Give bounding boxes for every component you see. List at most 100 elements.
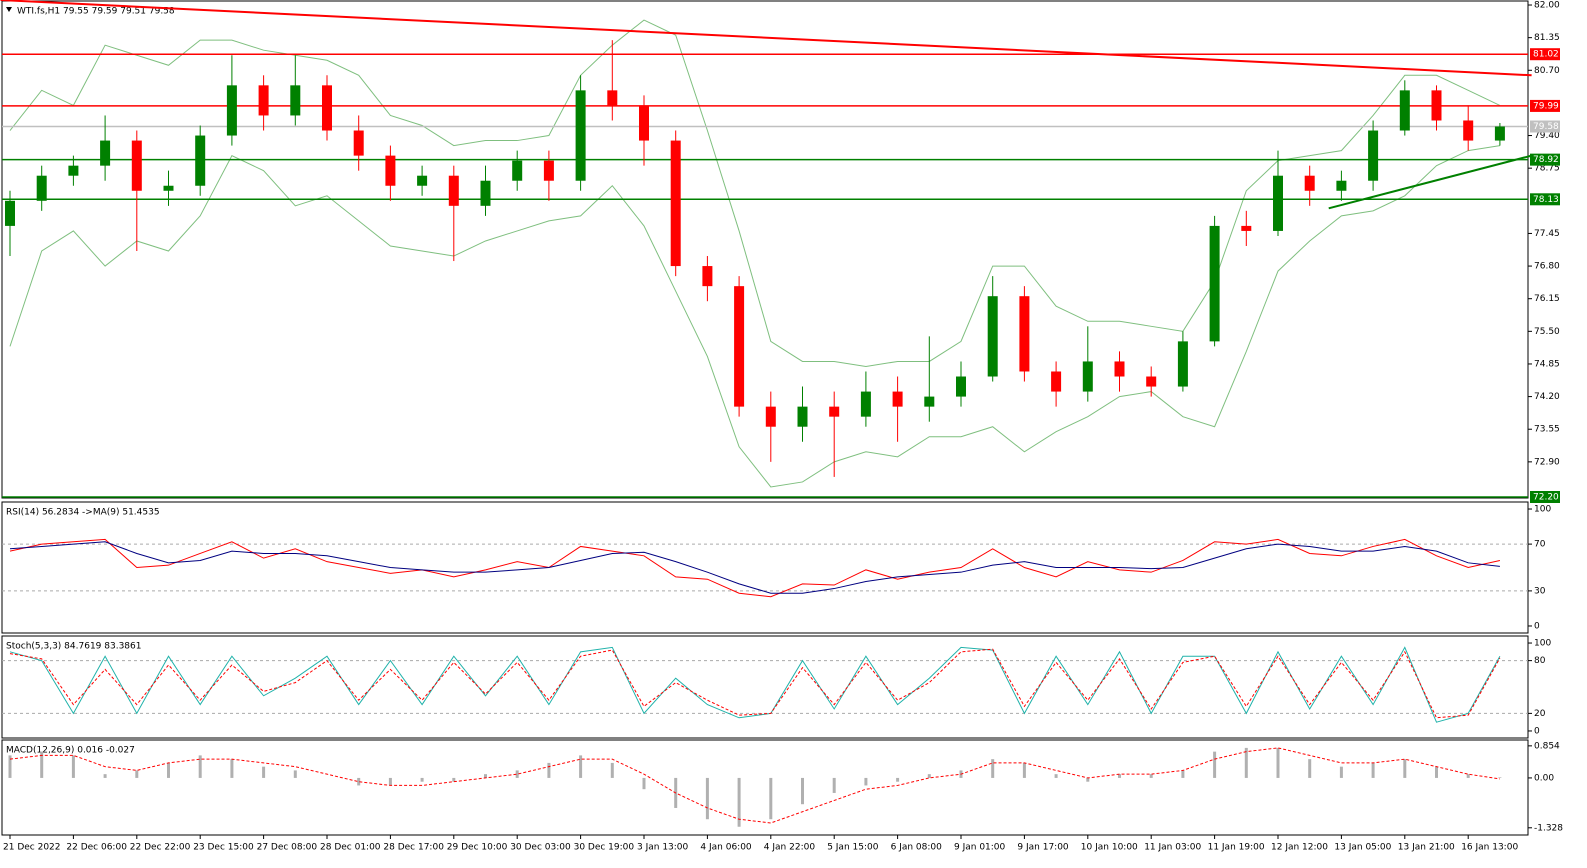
histogram-bar bbox=[610, 762, 614, 778]
histogram-bar bbox=[135, 770, 139, 778]
candle-body bbox=[322, 85, 332, 131]
histogram-bar bbox=[1118, 774, 1121, 778]
candle-body bbox=[163, 185, 174, 191]
trend-line bbox=[1328, 154, 1532, 210]
y-tick-label: 76.15 bbox=[1534, 294, 1560, 304]
histogram-bar bbox=[1149, 774, 1153, 778]
candle-body bbox=[1463, 120, 1474, 141]
histogram-bar bbox=[293, 770, 297, 778]
histogram-bar bbox=[1403, 759, 1407, 778]
y-tick-label: 74.85 bbox=[1534, 359, 1560, 369]
candle-body bbox=[765, 406, 776, 427]
x-tick-label: 21 Dec 2022 bbox=[3, 843, 61, 853]
candle-body bbox=[258, 85, 269, 116]
x-tick-label: 27 Dec 08:00 bbox=[257, 843, 318, 853]
level-label: 79.99 bbox=[1533, 101, 1559, 111]
histogram-bar bbox=[1371, 762, 1375, 778]
menu-arrow[interactable] bbox=[6, 7, 12, 12]
y-tick-label: 77.45 bbox=[1534, 229, 1560, 239]
level-tag bbox=[1530, 99, 1560, 112]
y-tick-label: 0.00 bbox=[1534, 773, 1554, 783]
level-label: 81.02 bbox=[1533, 50, 1559, 60]
histogram-bar bbox=[927, 774, 931, 778]
candle-body bbox=[987, 296, 998, 377]
y-tick-label: 81.35 bbox=[1534, 33, 1560, 43]
level-tag bbox=[1530, 193, 1560, 206]
y-tick-label: 80.70 bbox=[1534, 66, 1560, 76]
y-tick-label: 76.80 bbox=[1534, 262, 1560, 272]
histogram-bar bbox=[357, 777, 361, 786]
x-tick-label: 9 Jan 01:00 bbox=[954, 843, 1006, 853]
level-tag bbox=[1530, 48, 1560, 61]
level-tag bbox=[1530, 153, 1560, 166]
x-tick-label: 11 Jan 19:00 bbox=[1208, 843, 1265, 853]
candle-body bbox=[512, 160, 523, 181]
histogram-bar bbox=[896, 777, 900, 782]
histogram-bar bbox=[705, 777, 709, 820]
histogram-bar bbox=[1339, 766, 1343, 778]
histogram-bar bbox=[1181, 770, 1185, 778]
histogram-bar bbox=[769, 777, 773, 820]
level-label: 72.20 bbox=[1533, 492, 1559, 502]
candle-body bbox=[195, 135, 206, 186]
histogram-bar bbox=[452, 777, 456, 782]
histogram-bar bbox=[103, 774, 107, 778]
candle-body bbox=[1051, 371, 1062, 392]
x-tick-label: 23 Dec 15:00 bbox=[193, 843, 254, 853]
level-tag bbox=[1530, 120, 1560, 133]
y-tick-label: 0 bbox=[1534, 621, 1540, 631]
candle-body bbox=[353, 130, 364, 156]
y-tick-label: 72.90 bbox=[1534, 457, 1560, 467]
y-tick-label: -1.328 bbox=[1534, 823, 1563, 833]
candle-body bbox=[607, 90, 618, 106]
histogram-bar bbox=[1086, 777, 1090, 782]
histogram-bar bbox=[40, 751, 44, 778]
band-line bbox=[9, 19, 1501, 367]
y-tick-label: 79.40 bbox=[1534, 131, 1560, 141]
x-tick-label: 28 Dec 17:00 bbox=[383, 843, 444, 853]
candle-body bbox=[1114, 361, 1125, 377]
indicator-line bbox=[9, 646, 1501, 723]
x-tick-label: 12 Jan 12:00 bbox=[1271, 843, 1328, 853]
x-tick-label: 3 Jan 13:00 bbox=[637, 843, 689, 853]
candle-body bbox=[670, 140, 681, 267]
x-tick-label: 9 Jan 17:00 bbox=[1017, 843, 1069, 853]
histogram-bar bbox=[1435, 766, 1438, 778]
histogram-bar bbox=[1308, 759, 1312, 778]
candle-body bbox=[1494, 126, 1505, 141]
indicator-line bbox=[9, 541, 1500, 594]
level-label: 78.13 bbox=[1533, 195, 1559, 205]
x-tick-label: 13 Jan 05:00 bbox=[1334, 843, 1391, 853]
panel-title: MACD(12,26,9) 0.016 -0.027 bbox=[6, 746, 135, 756]
y-tick-label: 30 bbox=[1534, 586, 1546, 596]
candle-body bbox=[226, 85, 237, 136]
histogram-bar bbox=[8, 755, 12, 778]
x-tick-label: 13 Jan 21:00 bbox=[1398, 843, 1455, 853]
histogram-bar bbox=[864, 777, 868, 786]
x-tick-label: 28 Dec 01:00 bbox=[320, 843, 381, 853]
histogram-bar bbox=[579, 755, 583, 778]
candle-body bbox=[1146, 376, 1157, 387]
candle-body bbox=[1368, 130, 1379, 181]
candle-body bbox=[131, 140, 142, 191]
candle-body bbox=[1431, 90, 1442, 121]
candle-body bbox=[702, 266, 713, 287]
candle-body bbox=[385, 155, 396, 186]
band-line bbox=[9, 145, 1500, 488]
y-tick-label: 82.00 bbox=[1534, 1, 1560, 11]
y-tick-label: 0.854 bbox=[1534, 741, 1560, 751]
histogram-bar bbox=[642, 777, 646, 790]
histogram-bar bbox=[167, 762, 170, 778]
histogram-bar bbox=[1213, 751, 1217, 778]
histogram-bar bbox=[1244, 747, 1248, 778]
histogram-bar bbox=[832, 777, 836, 793]
candle-body bbox=[1177, 341, 1188, 387]
histogram-bar bbox=[420, 777, 424, 782]
y-tick-label: 70 bbox=[1534, 540, 1546, 550]
x-tick-label: 4 Jan 22:00 bbox=[764, 843, 816, 853]
candle-body bbox=[860, 391, 871, 417]
candle-body bbox=[480, 180, 491, 206]
candle-body bbox=[575, 90, 586, 181]
y-tick-label: 0 bbox=[1534, 726, 1540, 736]
